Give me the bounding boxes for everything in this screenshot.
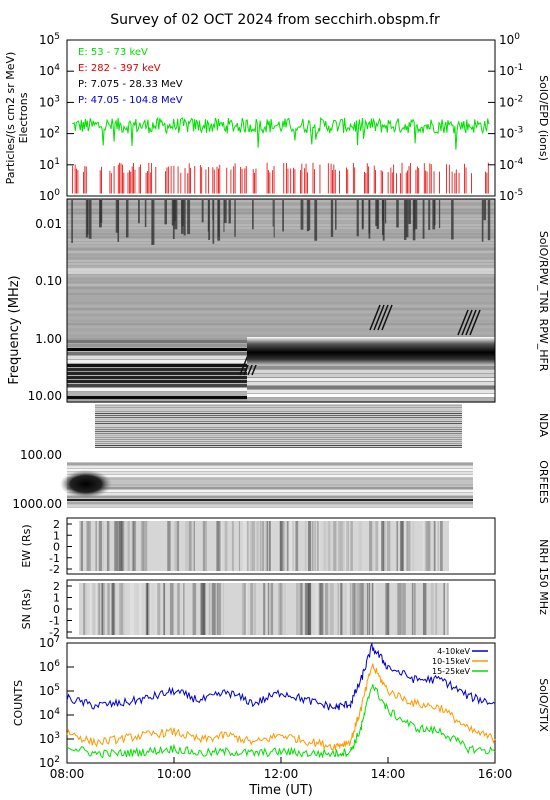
nrh-sn-y-axis-label: SN (Rs) [20, 589, 33, 630]
nrh-ew-panel: 210-1-2 EW (Rs) NRH 150 MHz [20, 517, 550, 615]
epd-y2-tick-label: 10-1 [499, 63, 523, 78]
nrh-ew-tick-label: 2 [53, 518, 60, 531]
epd-right-label: SolO/EPD (ions) [537, 75, 550, 161]
epd-y-tick-label: 104 [39, 63, 60, 78]
nrh-ew-y-axis-label: EW (Rs) [20, 524, 33, 567]
figure-title: Survey of 02 OCT 2024 from secchirh.obsp… [110, 12, 440, 28]
epd-legend-e-low: E: 53 - 73 keV [78, 47, 148, 58]
stix-x-tick-label: 14:00 [371, 767, 406, 781]
orfees-tick-label: 1000.00 [12, 497, 62, 511]
epd-y2-tick-label: 10-4 [499, 157, 524, 172]
stix-legend-label-1: 10-15keV [432, 657, 471, 666]
stix-x-tick-label: 08:00 [50, 767, 85, 781]
epd-y-tick-label: 102 [39, 126, 60, 141]
nrh-sn-tick-label: 1 [53, 592, 60, 605]
nrh-sn-tick-label: 0 [53, 603, 60, 616]
epd-line-electrons-low [72, 116, 490, 150]
epd-y2-tick-label: 100 [499, 32, 520, 47]
nrh-ew-tick-label: 0 [53, 541, 60, 554]
stix-line-2 [66, 684, 496, 759]
stix-x-tick-label: 16:00 [478, 767, 513, 781]
nrh-ew-texture [80, 521, 443, 571]
nrh-sn-tick-label: -2 [49, 626, 60, 639]
nrh-right-label: NRH 150 MHz [537, 539, 550, 615]
epd-y-tick-label: 105 [39, 32, 60, 47]
epd-y-axis-label-2: Electrons [17, 92, 30, 143]
stix-x-tick-label: 10:00 [157, 767, 192, 781]
rpw-y-axis-label: Frequency (MHz) [7, 275, 22, 384]
epd-panel: 100 101 102 103 104 105 10-5 10-4 10-3 10-2 10-1 1… [4, 32, 550, 203]
stix-y-tick-label: 107 [39, 635, 60, 650]
stix-y-tick-label: 105 [39, 683, 60, 698]
epd-y-tick-label: 100 [39, 188, 60, 203]
epd-legend-e-high: E: 282 - 397 keV [78, 63, 161, 74]
nrh-sn-tick-label: -1 [49, 615, 60, 628]
nda-tick-label: 100.00 [20, 448, 62, 462]
nda-panel: 100.00 NDA [20, 404, 550, 462]
orfees-texture [67, 463, 473, 507]
rpw-right-label-tnr: SolO/RPW_TNR [537, 231, 550, 314]
stix-line-0 [66, 642, 496, 711]
epd-y2-tick-label: 10-3 [499, 126, 523, 141]
nda-right-label: NDA [537, 413, 550, 438]
stix-y-tick-label: 103 [39, 731, 60, 746]
stix-legend-label-0: 4-10keV [437, 647, 470, 656]
stix-y-axis-label: COUNTS [12, 680, 25, 726]
nrh-sn-tick-label: 2 [53, 580, 60, 593]
stix-legend: 4-10keV 10-15keV 15-25keV [432, 647, 488, 676]
nrh-sn-y-ticks: 210-1-2 [49, 580, 72, 639]
rpw-right-label-hfr: RPW_HFR [537, 319, 550, 372]
rpw-y-ticks: 0.01 0.10 1.00 10.00 [28, 217, 62, 403]
epd-frame [66, 39, 496, 197]
stix-line-1 [66, 663, 496, 751]
rpw-tick-label-2: 1.00 [35, 332, 62, 346]
nda-texture [95, 405, 462, 448]
epd-y2-tick-label: 10-5 [499, 188, 523, 203]
x-axis-label: Time (UT) [248, 783, 313, 798]
orfees-right-label: ORFEES [537, 460, 550, 504]
rpw-frame [66, 198, 496, 403]
stix-x-tick-label: 12:00 [264, 767, 299, 781]
rpw-tick-label-3: 10.00 [28, 389, 62, 403]
hfr-saturated-band [247, 337, 495, 365]
epd-legend: E: 53 - 73 keV E: 282 - 397 keV P: 7.075… [78, 47, 183, 106]
epd-y-tick-label: 103 [39, 94, 60, 109]
stix-x-ticks: 08:00 10:00 12:00 14:00 16:00 [50, 757, 513, 781]
rpw-tick-label-0: 0.01 [35, 217, 62, 231]
stix-y-tick-label: 104 [39, 707, 60, 722]
nrh-ew-tick-label: -1 [49, 552, 60, 565]
nrh-sn-panel: 210-1-2 SN (Rs) [20, 579, 496, 639]
stix-right-label: SolO/STIX [537, 678, 550, 732]
epd-legend-p-low: P: 7.075 - 28.33 MeV [78, 79, 183, 90]
stix-y-tick-label: 106 [39, 659, 60, 674]
epd-series-lines [71, 116, 490, 194]
epd-y2-tick-label: 10-2 [499, 94, 523, 109]
rpw-tick-label-1: 0.10 [35, 274, 62, 288]
epd-y-tick-label: 101 [39, 157, 60, 172]
stix-legend-label-2: 15-25keV [432, 667, 471, 676]
orfees-panel: 1000.00 ORFEES [12, 460, 550, 511]
epd-y-axis-label: Particles/(s cm2 sr MeV) [4, 52, 17, 185]
nrh-sn-texture [83, 583, 449, 635]
nrh-ew-tick-label: 1 [53, 529, 60, 542]
epd-legend-p-high: P: 47.05 - 104.8 MeV [78, 95, 183, 106]
nrh-ew-y-ticks: 210-1-2 [49, 518, 72, 576]
rpw-panel: 0.01 0.10 1.00 10.00 Frequency (MHz) Sol… [7, 198, 550, 403]
stix-series-lines [66, 642, 496, 759]
epd-line-electrons-high [71, 162, 489, 194]
orfees-dark-burst [60, 470, 112, 498]
nrh-ew-tick-label: -2 [49, 563, 60, 576]
